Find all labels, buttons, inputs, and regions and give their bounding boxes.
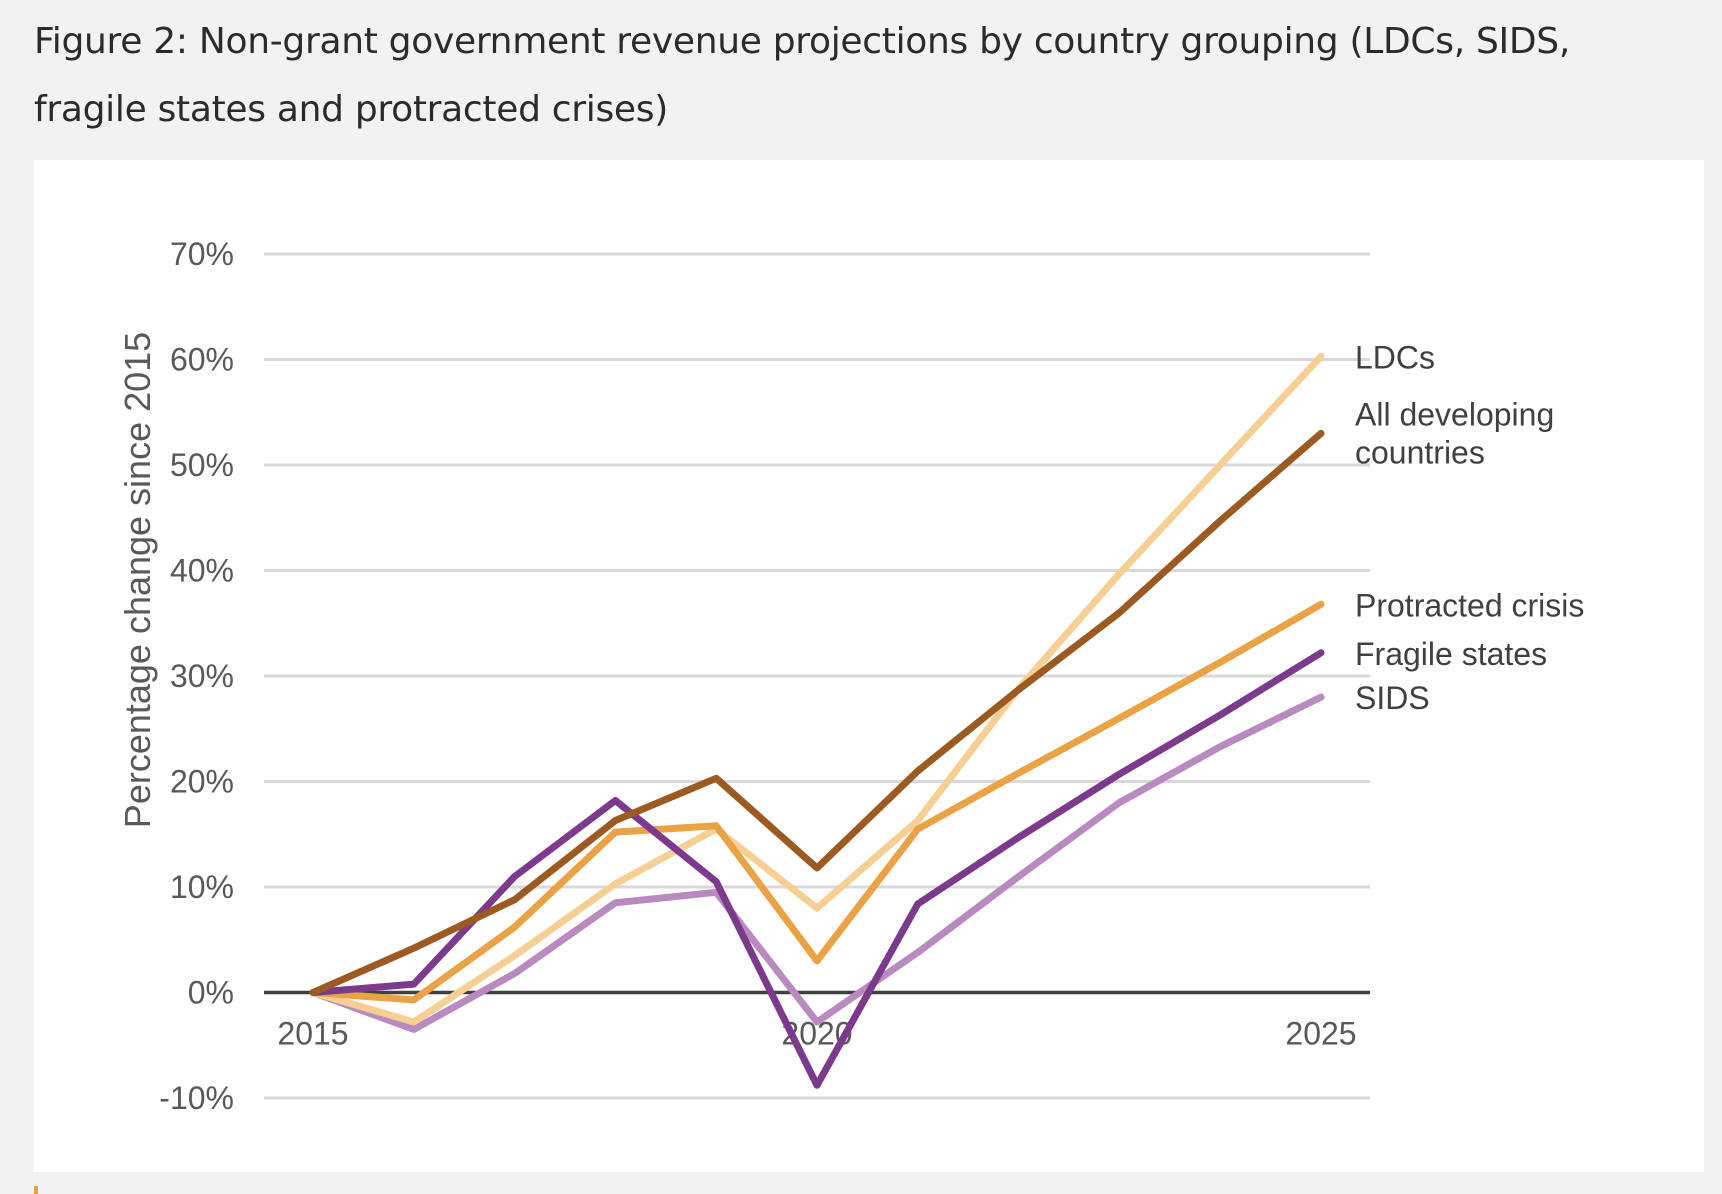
series-line-ldcs: [309, 352, 1325, 1026]
accent-mark: [34, 1186, 38, 1194]
y-tick-label: 10%: [170, 869, 234, 905]
y-tick-label: 40%: [170, 553, 234, 589]
x-tick-label: 2015: [277, 1016, 348, 1052]
figure-title: Figure 2: Non-grant government revenue p…: [34, 21, 1570, 130]
series-label: SIDS: [1355, 680, 1430, 716]
line-chart: -10%0%10%20%30%40%50%60%70% 2015 2020 2025…: [117, 236, 1584, 1116]
y-tick-label: 20%: [170, 764, 234, 800]
series-lines: [309, 352, 1325, 1089]
y-tick-label: 70%: [170, 236, 234, 272]
chart-panel: -10% 0% 10% 20% 30% 40% 50% 60% 70% 2015 2020 2025…: [34, 160, 1704, 1172]
series-label: Protracted crisis: [1355, 587, 1584, 623]
series-label: LDCs: [1355, 339, 1435, 375]
y-axis-title: Percentage change since 2015: [117, 332, 158, 828]
y-tick-label: 50%: [170, 447, 234, 483]
series-line-all-developing-countries: [309, 429, 1325, 996]
series-label: All developing: [1355, 396, 1554, 432]
series-label: countries: [1355, 434, 1485, 470]
y-tick-label: 60%: [170, 342, 234, 378]
series-line-sids: [309, 693, 1325, 1033]
gridlines: [264, 252, 1370, 1100]
x-tick-label: 2025: [1285, 1016, 1356, 1052]
y-tick-label: -10%: [159, 1080, 234, 1116]
series-labels: SIDS LDCs Protracted crisis Fragile states A…: [1355, 339, 1584, 716]
y-tick-label: 30%: [170, 658, 234, 694]
series-line-protracted-crisis: [309, 600, 1325, 1004]
series-label: Fragile states: [1355, 636, 1547, 672]
y-tick-labels: -10% 0% 10% 20% 30% 40% 50% 60% 70%: [159, 236, 234, 1116]
y-tick-label: 0%: [188, 975, 234, 1011]
